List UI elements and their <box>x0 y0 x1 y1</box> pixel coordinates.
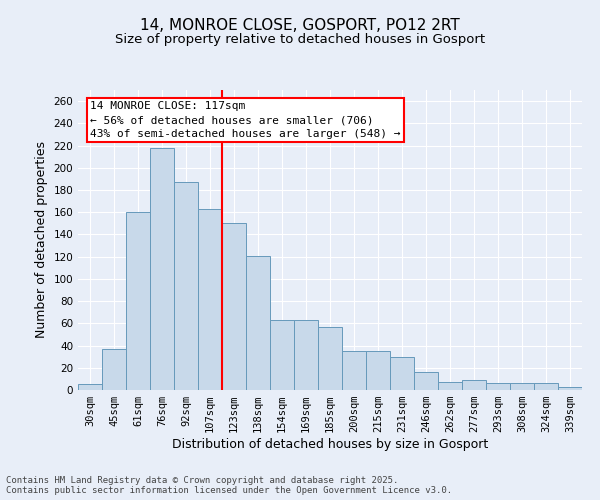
Bar <box>486 384 510 390</box>
Bar <box>78 384 102 390</box>
Bar <box>462 380 486 390</box>
Bar <box>222 224 246 390</box>
Bar <box>126 212 150 390</box>
Bar <box>198 209 222 390</box>
Bar <box>342 351 366 390</box>
Bar <box>558 386 582 390</box>
Text: Size of property relative to detached houses in Gosport: Size of property relative to detached ho… <box>115 32 485 46</box>
Bar <box>414 372 438 390</box>
Bar <box>534 384 558 390</box>
Bar <box>510 384 534 390</box>
Bar <box>438 382 462 390</box>
Bar <box>318 326 342 390</box>
Y-axis label: Number of detached properties: Number of detached properties <box>35 142 48 338</box>
X-axis label: Distribution of detached houses by size in Gosport: Distribution of detached houses by size … <box>172 438 488 451</box>
Bar <box>270 320 294 390</box>
Text: 14, MONROE CLOSE, GOSPORT, PO12 2RT: 14, MONROE CLOSE, GOSPORT, PO12 2RT <box>140 18 460 32</box>
Text: Contains HM Land Registry data © Crown copyright and database right 2025.
Contai: Contains HM Land Registry data © Crown c… <box>6 476 452 495</box>
Bar <box>102 349 126 390</box>
Text: 14 MONROE CLOSE: 117sqm
← 56% of detached houses are smaller (706)
43% of semi-d: 14 MONROE CLOSE: 117sqm ← 56% of detache… <box>91 101 401 139</box>
Bar <box>390 356 414 390</box>
Bar <box>246 256 270 390</box>
Bar <box>150 148 174 390</box>
Bar <box>174 182 198 390</box>
Bar <box>294 320 318 390</box>
Bar <box>366 351 390 390</box>
